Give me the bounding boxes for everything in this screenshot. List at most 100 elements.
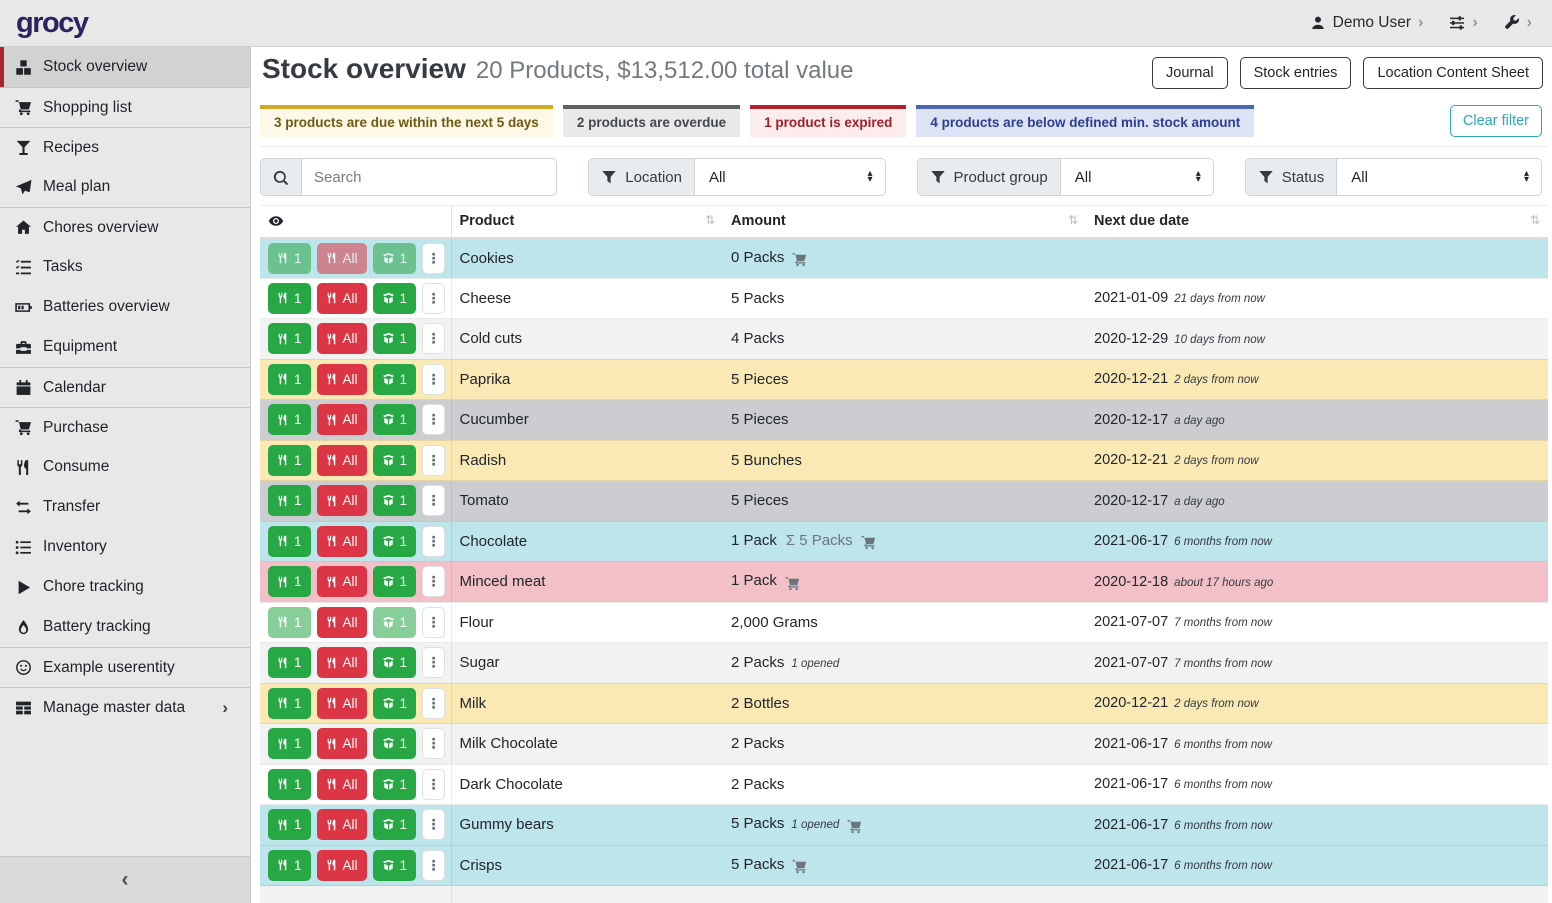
consume-all-button[interactable]: All	[316, 525, 367, 557]
consume-all-button[interactable]: All	[316, 606, 367, 638]
consume-one-button[interactable]: 1	[268, 768, 311, 800]
consume-one-button[interactable]: 1	[268, 687, 311, 719]
open-one-button[interactable]: 1	[372, 525, 417, 557]
consume-all-button[interactable]: All	[316, 687, 367, 719]
banner-overdue[interactable]: 2 products are overdue	[562, 105, 741, 137]
open-one-button[interactable]: 1	[372, 566, 417, 598]
sort-icon[interactable]: ⇅	[704, 213, 715, 228]
row-menu-button[interactable]: ⋮	[422, 809, 446, 841]
open-one-button[interactable]: 1	[372, 242, 417, 274]
row-menu-button[interactable]: ⋮	[422, 363, 446, 395]
row-menu-button[interactable]: ⋮	[422, 849, 446, 881]
sidebar-item-shopping-list[interactable]: Shopping list	[0, 87, 250, 127]
open-one-button[interactable]: 1	[372, 809, 417, 841]
column-header-next-due-date[interactable]: Next due date ⇅	[1086, 205, 1548, 239]
sort-icon[interactable]: ⇅	[1067, 213, 1078, 228]
consume-all-button[interactable]: All	[316, 647, 367, 679]
open-one-button[interactable]: 1	[372, 606, 417, 638]
sidebar-item-example-userentity[interactable]: Example userentity	[0, 647, 250, 687]
sidebar-item-batteries-overview[interactable]: Batteries overview	[0, 287, 250, 327]
consume-all-button[interactable]: All	[316, 809, 367, 841]
consume-all-button[interactable]: All	[316, 849, 367, 881]
sidebar-item-equipment[interactable]: Equipment	[0, 327, 250, 367]
consume-all-button[interactable]: All	[316, 363, 367, 395]
settings-menu[interactable]: ›	[1449, 15, 1478, 31]
consume-one-button[interactable]: 1	[268, 444, 311, 476]
sidebar-item-meal-plan[interactable]: Meal plan	[0, 167, 250, 207]
sidebar-item-stock-overview[interactable]: Stock overview	[0, 47, 250, 87]
consume-all-button[interactable]: All	[316, 242, 367, 274]
open-one-button[interactable]: 1	[372, 363, 417, 395]
open-one-button[interactable]: 1	[372, 768, 417, 800]
row-menu-button[interactable]: ⋮	[422, 687, 446, 719]
sort-icon[interactable]: ⇅	[1529, 213, 1540, 228]
open-one-button[interactable]: 1	[372, 404, 417, 436]
sidebar-item-chore-tracking[interactable]: Chore tracking	[0, 567, 250, 607]
row-menu-button[interactable]: ⋮	[422, 647, 446, 679]
open-one-button[interactable]: 1	[372, 444, 417, 476]
row-menu-button[interactable]: ⋮	[422, 242, 446, 274]
consume-all-button[interactable]: All	[316, 404, 367, 436]
consume-all-button[interactable]: All	[316, 566, 367, 598]
consume-one-button[interactable]: 1	[268, 566, 311, 598]
consume-one-button[interactable]: 1	[268, 363, 311, 395]
row-menu-button[interactable]: ⋮	[422, 444, 446, 476]
banner-below-min-stock[interactable]: 4 products are below defined min. stock …	[916, 105, 1255, 137]
consume-one-button[interactable]: 1	[268, 282, 311, 314]
sidebar-item-purchase[interactable]: Purchase	[0, 407, 250, 447]
row-menu-button[interactable]: ⋮	[422, 728, 446, 760]
sidebar-item-recipes[interactable]: Recipes	[0, 127, 250, 167]
column-header-amount[interactable]: Amount ⇅	[723, 205, 1086, 239]
open-one-button[interactable]: 1	[372, 282, 417, 314]
collapse-sidebar-button[interactable]: ‹	[0, 856, 250, 903]
user-menu[interactable]: Demo User ›	[1310, 14, 1423, 32]
row-menu-button[interactable]: ⋮	[422, 768, 446, 800]
consume-all-button[interactable]: All	[316, 485, 367, 517]
sidebar-item-battery-tracking[interactable]: Battery tracking	[0, 607, 250, 647]
consume-one-button[interactable]: 1	[268, 525, 311, 557]
sidebar-item-inventory[interactable]: Inventory	[0, 527, 250, 567]
consume-one-button[interactable]: 1	[268, 242, 311, 274]
status-select[interactable]: All ▴ ▾	[1351, 168, 1529, 186]
open-one-button[interactable]: 1	[372, 485, 417, 517]
open-one-button[interactable]: 1	[372, 849, 417, 881]
banner-expired[interactable]: 1 product is expired	[750, 105, 907, 137]
row-menu-button[interactable]: ⋮	[422, 404, 446, 436]
open-one-button[interactable]: 1	[372, 687, 417, 719]
row-menu-button[interactable]: ⋮	[422, 323, 446, 355]
admin-menu[interactable]: ›	[1504, 15, 1532, 31]
stock-entries-button[interactable]: Stock entries	[1239, 57, 1352, 89]
consume-all-button[interactable]: All	[316, 323, 367, 355]
sidebar-item-manage-master-data[interactable]: Manage master data ›	[0, 687, 250, 727]
location-content-sheet-button[interactable]: Location Content Sheet	[1363, 57, 1543, 89]
consume-one-button[interactable]: 1	[268, 404, 311, 436]
banner-due-soon[interactable]: 3 products are due within the next 5 day…	[260, 105, 553, 137]
consume-all-button[interactable]: All	[316, 282, 367, 314]
consume-all-button[interactable]: All	[316, 728, 367, 760]
sidebar-item-chores-overview[interactable]: Chores overview	[0, 207, 250, 247]
sidebar-item-consume[interactable]: Consume	[0, 447, 250, 487]
row-menu-button[interactable]: ⋮	[422, 282, 446, 314]
consume-one-button[interactable]: 1	[268, 728, 311, 760]
sidebar-item-calendar[interactable]: Calendar	[0, 367, 250, 407]
consume-all-button[interactable]: All	[316, 768, 367, 800]
consume-all-button[interactable]: All	[316, 444, 367, 476]
consume-one-button[interactable]: 1	[268, 849, 311, 881]
consume-one-button[interactable]: 1	[268, 809, 311, 841]
sidebar-item-tasks[interactable]: Tasks	[0, 247, 250, 287]
product-group-select[interactable]: All ▴ ▾	[1074, 168, 1201, 186]
location-select[interactable]: All ▴ ▾	[708, 168, 873, 186]
row-menu-button[interactable]: ⋮	[422, 485, 446, 517]
clear-filter-button[interactable]: Clear filter	[1449, 105, 1542, 137]
column-header-product[interactable]: Product ⇅	[451, 205, 723, 239]
open-one-button[interactable]: 1	[372, 728, 417, 760]
search-input[interactable]	[302, 159, 557, 195]
consume-one-button[interactable]: 1	[268, 647, 311, 679]
row-menu-button[interactable]: ⋮	[422, 525, 446, 557]
consume-one-button[interactable]: 1	[268, 485, 311, 517]
consume-one-button[interactable]: 1	[268, 606, 311, 638]
row-menu-button[interactable]: ⋮	[422, 606, 446, 638]
sidebar-item-transfer[interactable]: Transfer	[0, 487, 250, 527]
journal-button[interactable]: Journal	[1152, 57, 1228, 89]
consume-one-button[interactable]: 1	[268, 323, 311, 355]
